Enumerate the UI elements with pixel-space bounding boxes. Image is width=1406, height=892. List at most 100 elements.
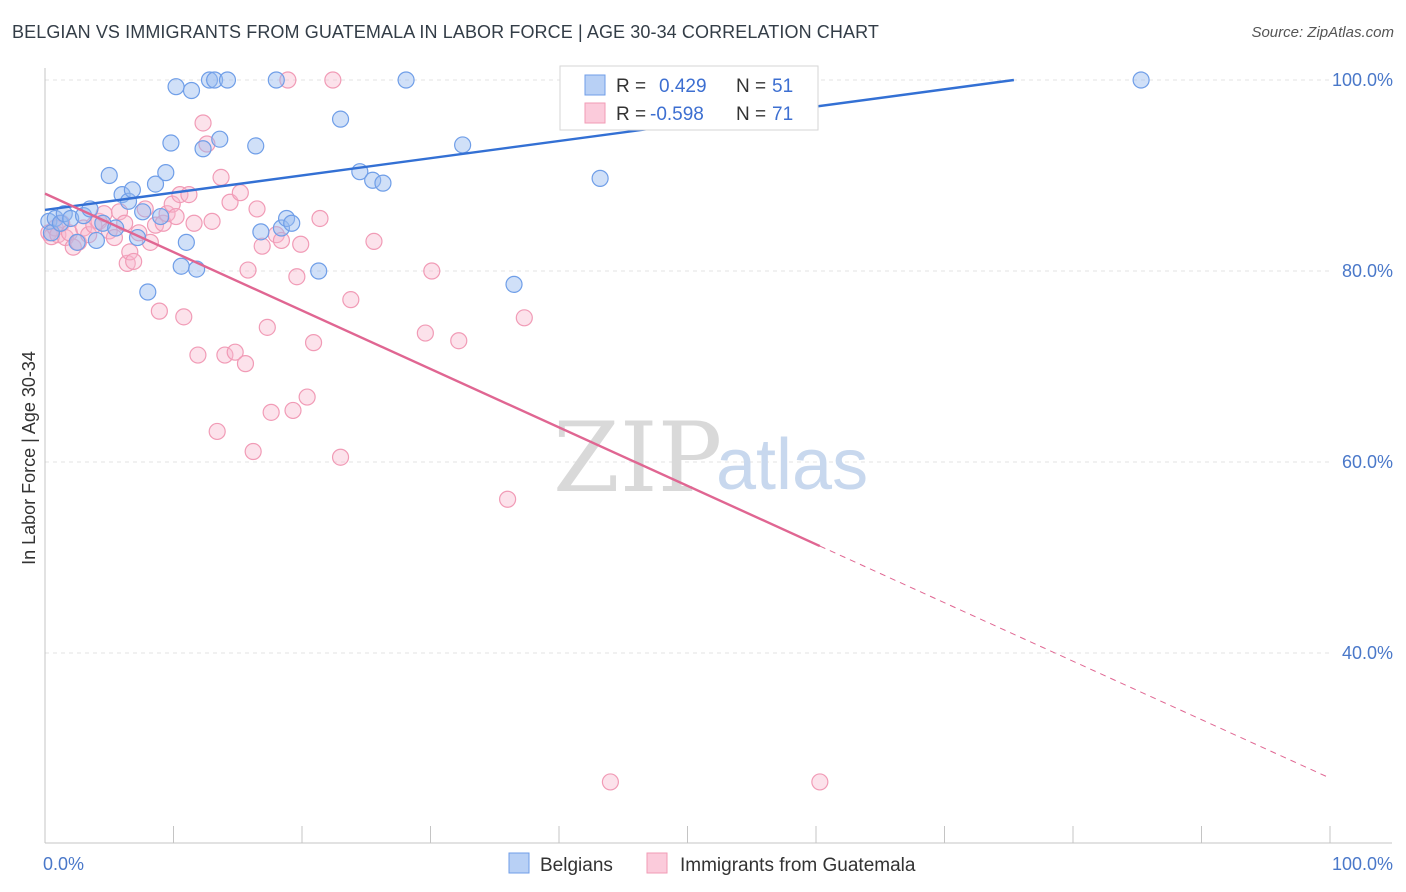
belgians-point-30 <box>206 71 224 89</box>
guatemala-point-43 <box>231 184 249 202</box>
belgians-point-45 <box>454 136 472 154</box>
belgians-point-38 <box>283 214 301 232</box>
bottom-legend-label-guatemala: Immigrants from Guatemala <box>680 855 916 876</box>
guatemala-point-22 <box>136 200 154 218</box>
guatemala-point-50 <box>262 403 280 421</box>
watermark-atlas: atlas <box>716 425 868 505</box>
belgians-point-35 <box>267 71 285 89</box>
legend-r-value-belgians: 0.429 <box>659 76 707 97</box>
guatemala-point-48 <box>253 237 271 255</box>
belgians-point-46 <box>505 275 523 293</box>
guatemala-point-44 <box>236 355 255 373</box>
watermark: ZIP atlas <box>553 402 868 514</box>
bottom-legend-swatch-belgians <box>508 852 530 874</box>
belgians-point-33 <box>247 137 265 155</box>
legend-r-label-guatemala: R = <box>616 104 646 125</box>
legend-n-value-guatemala: 71 <box>772 104 793 125</box>
guatemala-point-66 <box>450 332 468 350</box>
x-tick-label-0: 0.0% <box>43 854 84 874</box>
belgians-point-43 <box>374 174 392 192</box>
belgians-point-34 <box>252 223 270 241</box>
y-tick-label-60: 60.0% <box>1342 452 1393 472</box>
belgians-point-6 <box>68 233 86 251</box>
guatemala-point-37 <box>203 212 221 230</box>
belgians-point-19 <box>146 175 165 193</box>
belgians-point-20 <box>152 207 170 226</box>
axes <box>44 68 1392 844</box>
chart-title: BELGIAN VS IMMIGRANTS FROM GUATEMALA IN … <box>12 22 879 42</box>
guatemala-point-38 <box>208 422 226 441</box>
guatemala-point-63 <box>365 232 383 250</box>
top-legend: R = 0.429 N = 51 R = -0.598 N = 71 <box>559 65 819 131</box>
guatemala-point-58 <box>304 334 323 352</box>
belgians-point-36 <box>272 219 291 237</box>
belgians-point-40 <box>331 110 350 128</box>
belgians-trend-line-solid <box>44 78 1015 212</box>
guatemala-point-33 <box>185 214 203 232</box>
y-tick-label-80: 80.0% <box>1342 261 1393 281</box>
trend-lines <box>44 78 1331 779</box>
belgians-point-9 <box>87 231 106 250</box>
belgians-point-24 <box>172 257 190 275</box>
belgians-point-29 <box>200 71 219 89</box>
guatemala-point-42 <box>226 343 244 361</box>
guatemala-point-39 <box>212 168 230 187</box>
guatemala-point-65 <box>423 262 441 280</box>
y-tick-label-100: 100.0% <box>1332 70 1393 90</box>
belgians-point-44 <box>397 71 415 89</box>
y-tick-label-40: 40.0% <box>1342 643 1393 663</box>
guatemala-point-69 <box>601 773 620 791</box>
belgians-point-39 <box>310 262 328 280</box>
guatemala-point-62 <box>342 291 360 309</box>
guatemala-point-54 <box>284 401 302 420</box>
guatemala-point-61 <box>331 448 350 466</box>
belgians-point-21 <box>157 164 175 182</box>
x-tick-labels: 0.0% 100.0% <box>43 854 1393 874</box>
guatemala-trend-line-solid <box>44 192 821 548</box>
x-tick-label-100: 100.0% <box>1332 854 1393 874</box>
legend-swatch-guatemala <box>584 102 606 124</box>
belgians-point-23 <box>167 78 185 96</box>
guatemala-point-25 <box>150 302 168 320</box>
guatemala-point-56 <box>292 235 310 253</box>
belgians-point-32 <box>218 71 237 89</box>
guatemala-point-34 <box>189 346 207 364</box>
legend-r-label-belgians: R = <box>616 76 646 97</box>
belgians-point-18 <box>139 283 157 301</box>
guatemala-point-49 <box>258 318 276 336</box>
guatemala-point-20 <box>125 252 143 271</box>
bottom-legend: Belgians Immigrants from Guatemala <box>508 852 916 876</box>
belgians-point-15 <box>123 181 141 199</box>
belgians-point-3 <box>51 214 70 232</box>
guatemala-point-59 <box>311 209 329 228</box>
guatemala-point-47 <box>248 200 266 218</box>
guatemala-point-67 <box>499 490 517 508</box>
legend-swatch-belgians <box>584 74 606 96</box>
guatemala-point-55 <box>288 268 306 286</box>
belgians-point-22 <box>162 134 180 152</box>
belgians-point-37 <box>277 209 296 228</box>
belgians-point-31 <box>211 130 229 148</box>
belgians-point-5 <box>62 209 80 228</box>
legend-n-label-belgians: N = <box>736 76 766 97</box>
legend-n-value-belgians: 51 <box>772 76 793 97</box>
belgians-point-47 <box>591 169 609 187</box>
guatemala-point-57 <box>298 388 316 406</box>
guatemala-point-35 <box>194 114 212 132</box>
y-axis-label: In Labor Force | Age 30-34 <box>19 351 39 565</box>
legend-r-value-guatemala: -0.598 <box>650 104 704 125</box>
bottom-legend-swatch-guatemala <box>646 852 668 874</box>
belgians-point-26 <box>182 81 201 100</box>
legend-n-label-guatemala: N = <box>736 104 766 125</box>
watermark-zip: ZIP <box>553 402 722 514</box>
guatemala-point-64 <box>416 324 434 342</box>
y-tick-labels: 100.0% 80.0% 60.0% 40.0% <box>1332 70 1393 663</box>
guatemala-point-60 <box>324 71 342 89</box>
belgians-point-25 <box>177 233 195 251</box>
guatemala-point-45 <box>239 261 257 279</box>
source-label: Source: ZipAtlas.com <box>1251 24 1394 41</box>
guatemala-point-70 <box>811 773 829 791</box>
belgians-point-50 <box>1132 71 1150 89</box>
guatemala-point-68 <box>515 309 533 327</box>
guatemala-point-46 <box>244 442 262 461</box>
